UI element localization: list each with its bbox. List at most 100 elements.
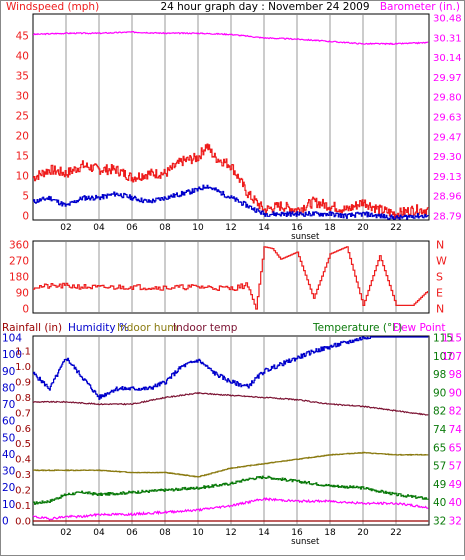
tick-tempA-9: 40 [433,497,446,509]
tick-wind-7: 10 [16,171,29,183]
tick-tempB-2: 98 [449,369,462,381]
x-tick-label-bottom-20: 20 [357,528,369,538]
x-tick-label-top-20: 20 [357,223,369,233]
series-indoor-hum [33,451,429,478]
tick-humidity-4: 70 [2,399,15,411]
x-tick-label-bottom-02: 02 [60,528,71,538]
tick-tempA-5: 74 [433,424,447,436]
x-tick-label-bottom-12: 12 [225,528,236,538]
tick-tempA-10: 32 [433,516,446,528]
tick-tempA-0: 115 [433,333,453,345]
tick-tempB-1: 107 [442,351,462,363]
tick-wind-0: 45 [16,31,29,43]
tick-tempA-1: 107 [433,351,453,363]
tick-baro-5: 29.63 [433,113,462,124]
tick-compass-0: N [436,239,444,252]
tick-baro-7: 29.30 [433,152,462,163]
tick-rain-6: 0.5 [15,439,31,450]
x-tick-label-top-22: 22 [390,223,401,233]
tick-humidity-2: 90 [2,366,15,378]
x-tick-label-top-10: 10 [192,223,204,233]
tick-tempB-10: 32 [449,516,462,528]
tick-rain-5: 0.6 [15,424,31,435]
graph-title: 24 hour graph day : November 24 2009 [160,1,369,13]
series-humidity [33,336,429,400]
x-tick-label-top-06: 06 [126,223,138,233]
tick-wind-8: 5 [22,191,29,203]
tick-rain-3: 0.8 [15,393,31,404]
tick-rain-8: 0.3 [15,470,31,481]
tick-humidity-1: 100 [2,349,22,361]
temp-hum-frame [32,335,430,526]
humidity-axis-label: Humidity % [68,322,129,334]
tick-rain-10: 0.1 [15,501,31,512]
indoor-hum-axis-label: Indoor hum [117,322,177,334]
tick-tempB-0: 115 [442,333,462,345]
tick-tempA-3: 90 [433,387,446,399]
x-tick-label-bottom-06: 06 [126,528,138,538]
wind-dir-frame [32,240,430,314]
indoor-temp-axis-label: Indoor temp [173,322,238,334]
x-tick-label-bottom-08: 08 [159,528,171,538]
tick-humidity-5: 60 [2,416,15,428]
ticks-layer: 02 04 06 08 10 12 14 16 18 20 22 sunset 02 04 06 08 10 12… [2,14,462,548]
tick-tempA-2: 98 [433,369,446,381]
x-tick-label-top-08: 08 [159,223,171,233]
tick-baro-3: 29.97 [433,73,462,84]
series-windspeed-gust [33,143,429,219]
series-wind-direction [33,246,428,310]
sunset-label-bottom: sunset [291,537,320,547]
x-tick-label-bottom-18: 18 [324,528,336,538]
x-tick-label-top-18: 18 [324,223,336,233]
tick-wind-6: 15 [16,151,29,163]
tick-tempB-3: 90 [449,387,462,399]
rainfall-axis-label: Rainfall (in) [2,322,62,334]
tick-humidity-11: 0 [2,516,9,528]
series-layer [32,30,429,522]
tick-rain-7: 0.4 [15,455,31,466]
tick-tempA-7: 57 [433,461,446,473]
tick-wind-5: 20 [16,131,29,143]
tick-rain-0: 1.1 [15,347,31,358]
tick-wind-1: 40 [16,51,29,63]
tick-wind-4: 25 [16,111,29,123]
grid-layer [65,15,397,524]
temperature-axis-label: Temperature (°F) [312,322,402,334]
x-tick-label-top-16: 16 [291,223,303,233]
tick-baro-10: 28.79 [433,212,462,223]
tick-tempB-5: 74 [449,424,463,436]
series-dew-point [32,497,429,521]
tick-compass-4: N [436,303,444,316]
tick-tempB-6: 65 [449,442,462,454]
tick-dir-3: 90 [16,288,29,300]
tick-tempB-8: 49 [449,479,462,491]
tick-compass-2: S [436,271,443,284]
tick-humidity-6: 50 [2,432,15,444]
tick-humidity-3: 80 [2,382,15,394]
series-barometer [32,30,429,46]
series-windspeed-avg [33,184,429,220]
tick-humidity-7: 40 [2,449,15,461]
tick-rain-4: 0.7 [15,408,31,419]
x-tick-label-top-02: 02 [60,223,71,233]
tick-tempB-7: 57 [449,461,462,473]
series-temperature [33,475,429,505]
dew-point-axis-label: Dew Point [393,322,446,334]
tick-dir-1: 270 [9,256,29,268]
tick-wind-2: 35 [16,71,29,83]
x-tick-label-bottom-10: 10 [192,528,204,538]
tick-tempA-6: 65 [433,442,446,454]
x-tick-label-top-04: 04 [93,223,105,233]
tick-tempA-8: 49 [433,479,446,491]
wind-baro-frame [32,13,430,221]
tick-humidity-10: 10 [2,499,15,511]
tick-rain-2: 0.9 [15,377,31,388]
series-indoor-temp [32,391,429,416]
tick-tempB-9: 40 [449,497,462,509]
barometer-axis-label: Barometer (in.) [380,1,460,13]
windspeed-axis-label: Windspeed (mph) [6,1,99,13]
tick-tempB-4: 82 [449,406,462,418]
